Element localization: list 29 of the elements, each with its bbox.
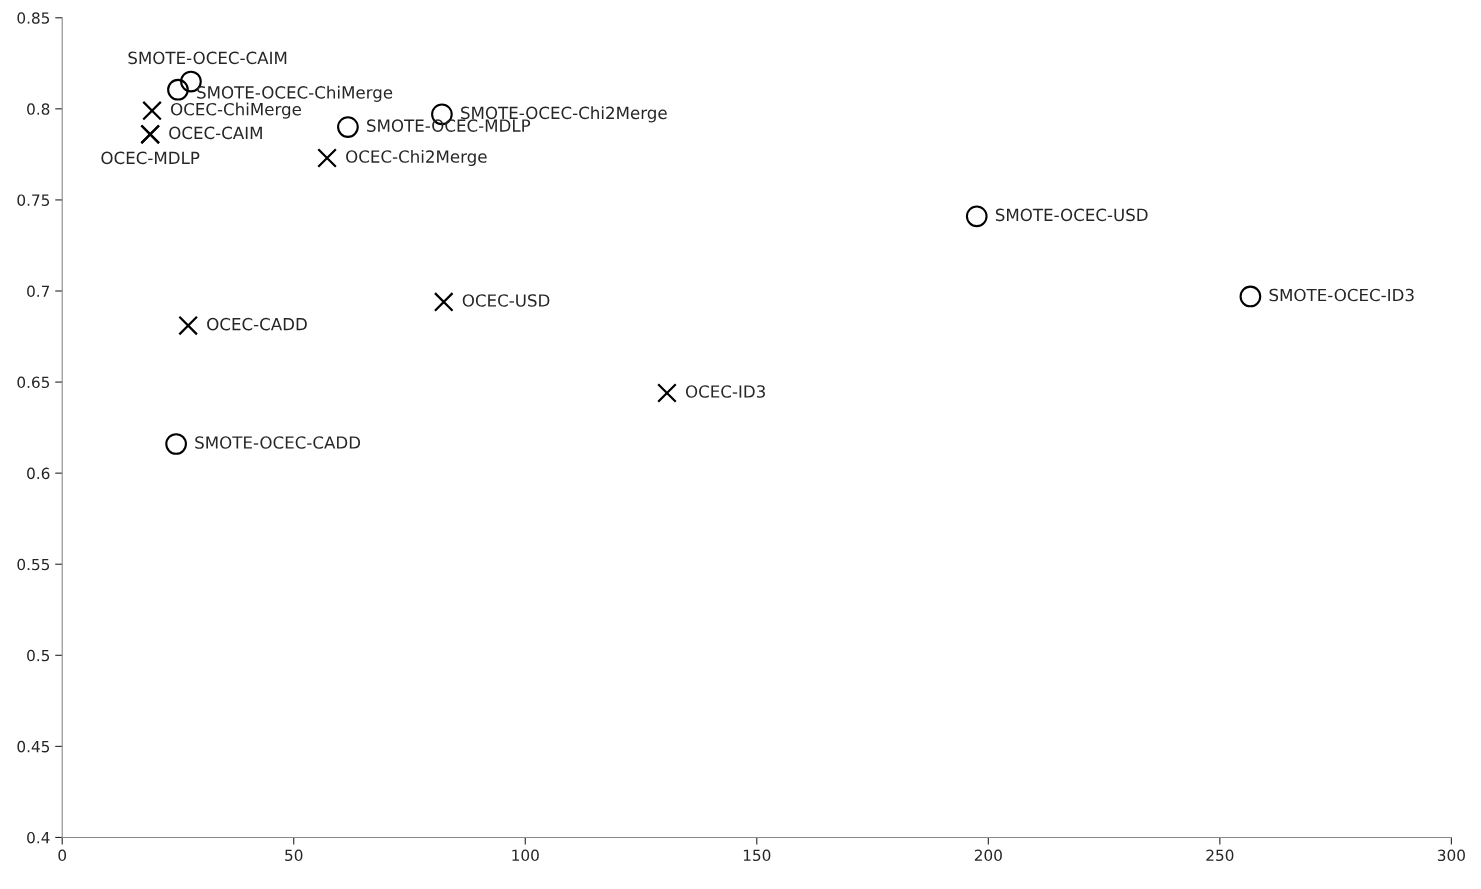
annotation: OCEC-MDLP [101,151,200,165]
x-tick-label: 250 [1206,849,1234,862]
annotation: OCEC-Chi2Merge [346,149,487,167]
annotation: OCEC-CADD [207,317,307,331]
annotation: OCEC-ChiMerge [171,102,301,119]
annotation: SMOTE-OCEC-ChiMerge [197,85,393,102]
annotation: SMOTE-OCEC-CADD [195,436,361,449]
annotation: OCEC-CAIM [169,126,262,140]
annotation: OCEC-USD [462,294,550,307]
y-tick-label: 0.6 [27,467,50,480]
y-tick-label: 0.7 [27,285,50,298]
y-tick-label: 0.65 [17,376,50,389]
y-tick-label: 0.75 [17,194,50,206]
x-tick-label: 100 [512,849,539,862]
x-tick-label: 200 [974,849,1002,862]
y-tick-label: 0.5 [27,649,50,662]
annotation: SMOTE-OCEC-USD [995,208,1148,222]
x-tick-label: 0 [58,849,67,862]
x-tick-label: 300 [1437,849,1465,862]
x-tick-label: 150 [743,849,771,862]
x-tick-label: 50 [285,849,303,862]
annotation: OCEC-ID3 [685,385,765,398]
annotation: SMOTE-OCEC-CAIM [128,51,287,65]
y-tick-label: 0.55 [17,558,50,571]
y-tick-label: 0.45 [17,740,50,753]
annotation: SMOTE-OCEC-ID3 [1269,288,1414,302]
y-tick-label: 0.85 [17,12,50,24]
y-tick-label: 0.4 [27,831,50,844]
y-tick-label: 0.8 [27,103,50,115]
